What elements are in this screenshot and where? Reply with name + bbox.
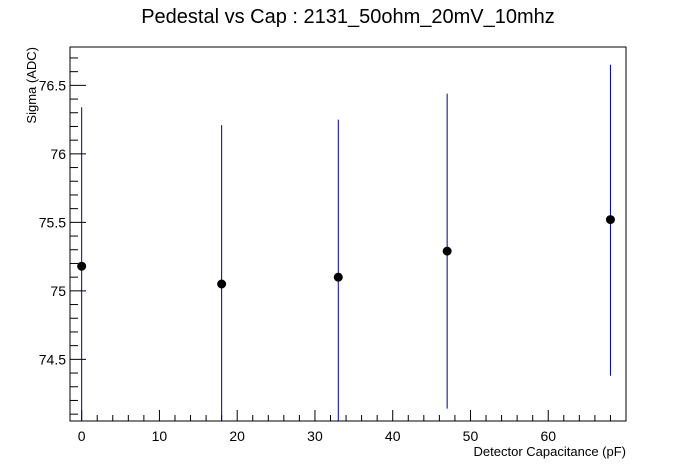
data-point	[217, 279, 227, 289]
chart-title: Pedestal vs Cap : 2131_50ohm_20mV_10mhz	[141, 6, 555, 28]
data-markers	[77, 215, 615, 289]
data-point	[77, 261, 87, 271]
plot-frame	[69, 46, 627, 422]
y-tick-label: 75.5	[39, 214, 66, 230]
x-tick-label: 40	[385, 428, 401, 444]
x-tick-label: 30	[307, 428, 323, 444]
y-tick-label: 76.5	[39, 77, 66, 93]
x-tick-label: 10	[152, 428, 168, 444]
x-tick-label: 20	[229, 428, 245, 444]
y-tick-label: 75	[50, 283, 66, 299]
y-tick-label: 74.5	[39, 351, 66, 367]
y-axis-label: Sigma (ADC)	[24, 47, 39, 124]
data-point	[605, 215, 615, 225]
x-tick-label: 0	[78, 428, 86, 444]
data-point	[333, 272, 343, 282]
x-tick-label: 60	[540, 428, 556, 444]
x-tick-label: 50	[463, 428, 479, 444]
y-tick-label: 76	[50, 146, 66, 162]
x-axis-label: Detector Capacitance (pF)	[474, 444, 626, 459]
data-point	[442, 246, 452, 256]
tick-labels: 0 10 20 30 40 50 60 74.5 75 75.5 76 76.5	[39, 77, 556, 444]
